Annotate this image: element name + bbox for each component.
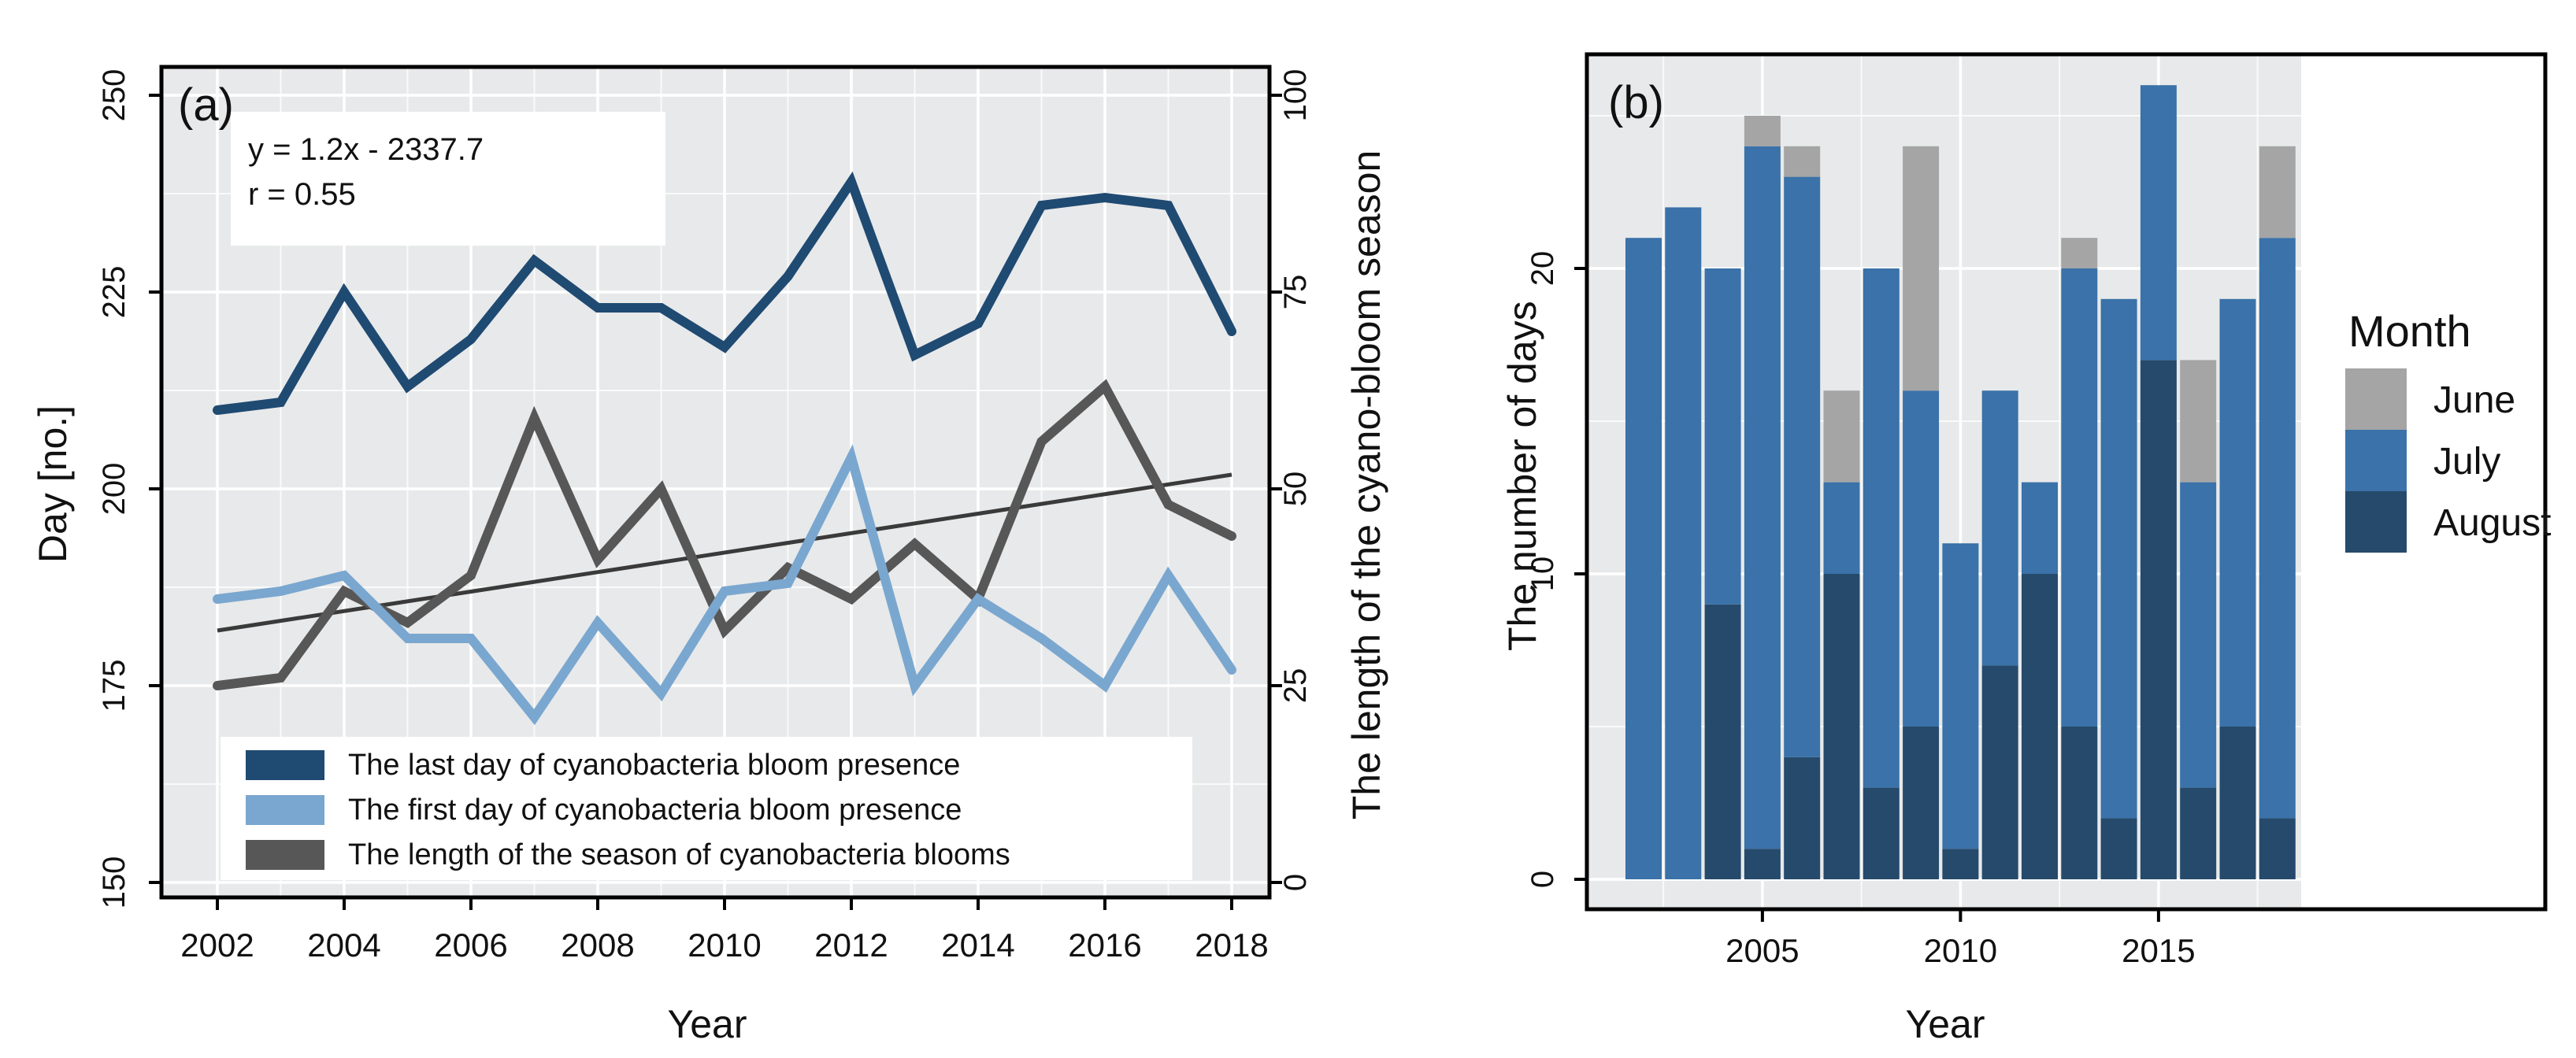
august-swatch: [2345, 491, 2407, 553]
june-swatch: [2345, 368, 2407, 430]
legend-item-season-length: The length of the season of cyanobacteri…: [246, 838, 1010, 871]
regression-equation: y = 1.2x - 2337.7: [248, 132, 484, 167]
svg-text:20: 20: [1525, 251, 1560, 287]
legend-title: Month: [2348, 306, 2471, 356]
svg-text:2010: 2010: [688, 927, 761, 964]
svg-text:2016: 2016: [1068, 927, 1141, 964]
legend-item-label: The last day of cyanobacteria bloom pres…: [348, 748, 961, 782]
june-label: June: [2433, 379, 2516, 421]
svg-text:2012: 2012: [814, 927, 888, 964]
panel-a-legend: The last day of cyanobacteria bloom pres…: [221, 737, 1192, 880]
panel-b-xaxis-title: Year: [1905, 1002, 1985, 1046]
regression-r-value: r = 0.55: [248, 177, 356, 212]
svg-text:2014: 2014: [941, 927, 1014, 964]
svg-text:2002: 2002: [180, 927, 254, 964]
svg-text:50: 50: [1278, 472, 1313, 507]
svg-text:25: 25: [1278, 668, 1313, 704]
svg-text:0: 0: [1278, 874, 1313, 891]
first-day-swatch: [246, 795, 324, 825]
svg-text:2008: 2008: [561, 927, 634, 964]
last-day-swatch: [246, 750, 324, 780]
legend-item-label: The length of the season of cyanobacteri…: [348, 838, 1010, 871]
august-label: August: [2433, 502, 2552, 544]
panel-a-yaxis-right-title: The length of the cyano-bloom season: [1344, 150, 1388, 820]
legend-item-first-day: The first day of cyanobacteria bloom pre…: [246, 793, 962, 827]
panel-a-equation-box: y = 1.2x - 2337.7 r = 0.55: [231, 112, 665, 246]
svg-text:2006: 2006: [434, 927, 507, 964]
legend-item-last-day: The last day of cyanobacteria bloom pres…: [246, 748, 961, 782]
svg-text:2010: 2010: [1924, 932, 1997, 969]
svg-text:2005: 2005: [1725, 932, 1799, 969]
season-length-swatch: [246, 840, 324, 870]
panel-b-yaxis-title: The number of days: [1500, 301, 1544, 651]
svg-text:10: 10: [1525, 557, 1560, 592]
panel-b-tag: (b): [1608, 77, 1664, 128]
svg-text:250: 250: [97, 69, 132, 122]
svg-text:75: 75: [1278, 275, 1313, 310]
svg-text:150: 150: [97, 856, 132, 909]
svg-text:2015: 2015: [2122, 932, 2195, 969]
svg-text:225: 225: [97, 266, 132, 319]
legend-item-label: The first day of cyanobacteria bloom pre…: [348, 793, 962, 827]
svg-text:0: 0: [1525, 871, 1560, 888]
svg-text:200: 200: [97, 463, 132, 516]
svg-text:100: 100: [1278, 69, 1313, 122]
svg-text:2004: 2004: [307, 927, 380, 964]
svg-text:175: 175: [97, 660, 132, 712]
july-label: July: [2433, 441, 2501, 483]
panel-a-tag: (a): [178, 80, 234, 131]
panel-a-xaxis-title: Year: [667, 1002, 747, 1046]
svg-text:2018: 2018: [1195, 927, 1268, 964]
july-swatch: [2345, 430, 2407, 491]
panel-a-yaxis-left-title: Day [no.]: [31, 405, 75, 564]
